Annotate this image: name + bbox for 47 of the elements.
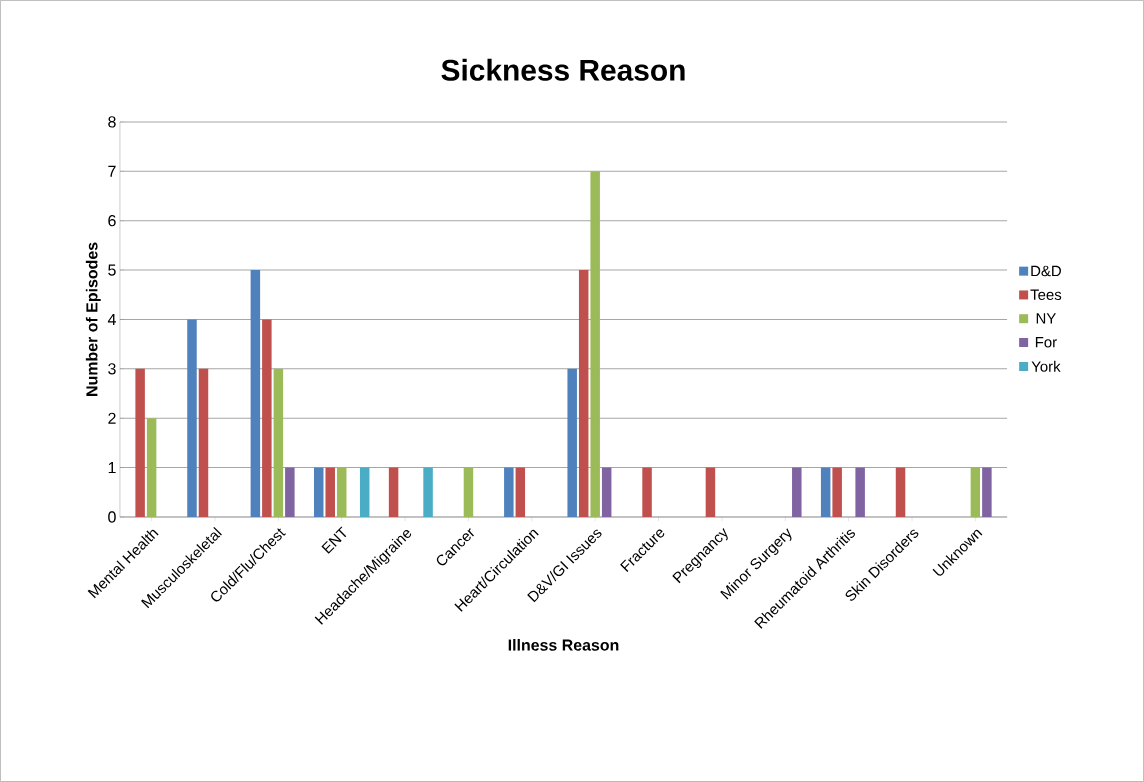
y-tick-label: 7 (108, 165, 116, 177)
bar (895, 467, 906, 518)
y-tick-label: 3 (108, 363, 116, 375)
bar (642, 467, 652, 518)
legend-label: For (1035, 337, 1057, 348)
bar (313, 467, 324, 518)
bar (423, 467, 433, 518)
bar (325, 467, 335, 518)
legend-label: D&D (1031, 265, 1061, 277)
legend-label: York (1031, 360, 1061, 372)
y-tick-label: 1 (108, 462, 116, 474)
y-tick-label: 8 (108, 116, 116, 128)
bar (792, 467, 802, 518)
y-tick-label: 5 (108, 264, 116, 276)
bar (705, 467, 716, 518)
legend-label: Tees (1030, 289, 1062, 301)
bar (504, 467, 514, 518)
bar (135, 368, 145, 518)
bar (388, 467, 399, 518)
bar (336, 467, 347, 518)
bar (567, 368, 577, 518)
bar (601, 467, 612, 518)
bar (855, 467, 865, 518)
bar (578, 270, 589, 518)
bar (832, 467, 842, 518)
bar (970, 467, 981, 518)
bar (982, 467, 992, 518)
y-axis-title: Number of Episodes (85, 242, 101, 396)
bar (285, 467, 295, 518)
bar (273, 368, 284, 518)
y-tick-label: 6 (108, 215, 116, 227)
bar (359, 467, 370, 518)
bar (590, 171, 600, 518)
bar (250, 270, 261, 518)
bar (820, 467, 831, 518)
x-axis-title: Illness Reason (508, 639, 619, 651)
y-tick-label: 0 (108, 511, 116, 523)
y-tick-label: 2 (108, 412, 116, 424)
bar (146, 418, 157, 518)
legend-label: NY (1036, 313, 1056, 324)
y-tick-label: 4 (107, 314, 116, 325)
bar (515, 467, 526, 518)
bar (463, 467, 474, 518)
chart-title: Sickness Reason (441, 58, 685, 81)
bar (198, 368, 209, 518)
bar (262, 319, 272, 518)
bar (187, 319, 197, 518)
